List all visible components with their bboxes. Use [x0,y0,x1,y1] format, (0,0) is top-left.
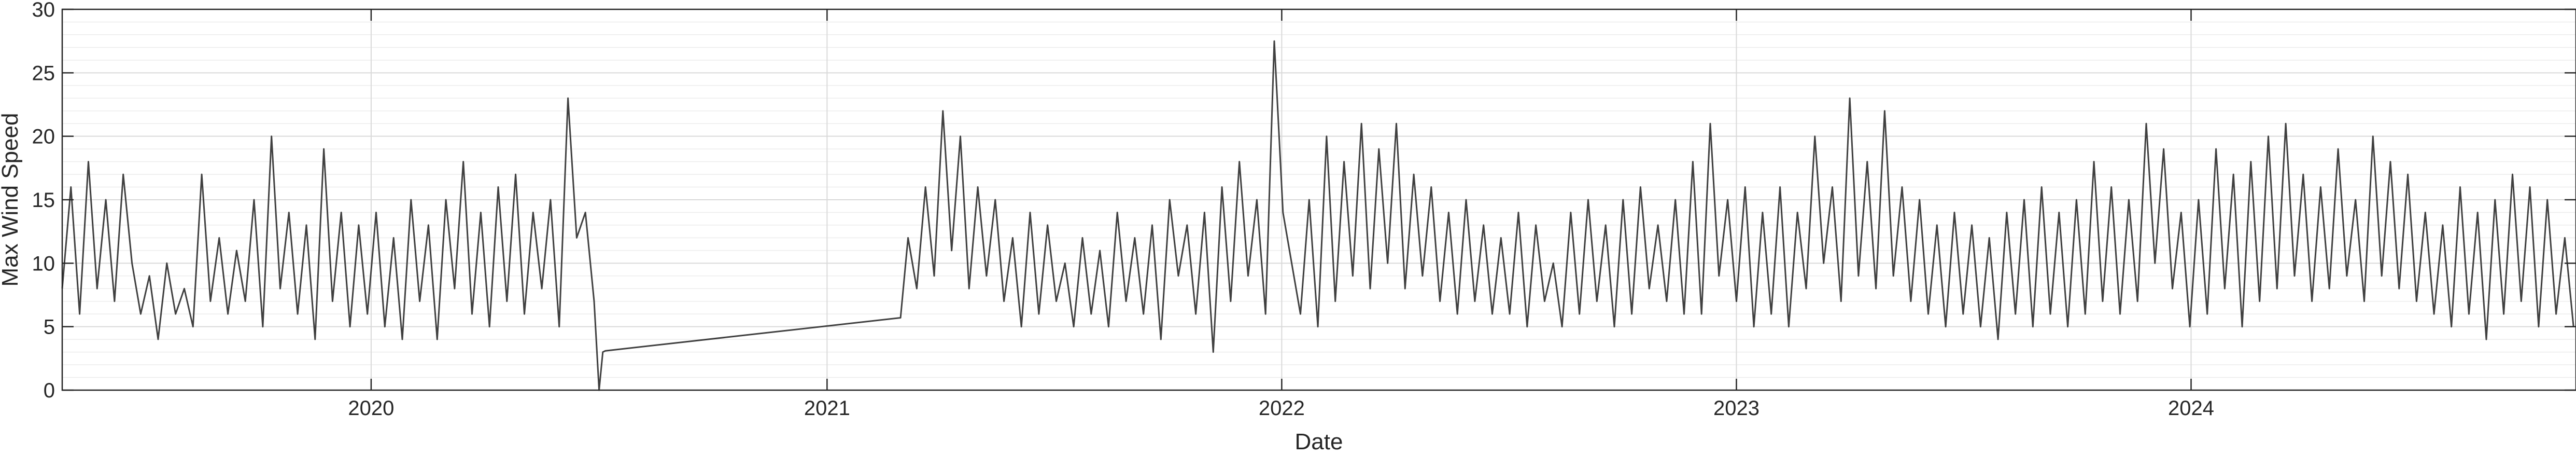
y-tick-labels: 0 5 10 15 20 25 30 [32,0,55,402]
y-tick-label: 15 [32,189,55,212]
x-tick-label: 2021 [804,397,850,420]
y-tick-label: 10 [32,252,55,275]
x-tick-label: 2024 [2168,397,2214,420]
x-tick-labels: 2020 2021 2022 2023 2024 [348,397,2214,420]
y-tick-label: 0 [44,379,55,402]
x-tick-label: 2020 [348,397,394,420]
x-axis-label: Date [1295,429,1343,454]
y-tick-label: 5 [44,316,55,339]
x-tick-label: 2023 [1713,397,1759,420]
wind-speed-series-line [61,40,2574,391]
y-tick-label: 25 [32,62,55,85]
y-tick-label: 30 [32,0,55,21]
y-tick-label: 20 [32,126,55,148]
x-tick-label: 2022 [1259,397,1305,420]
axis-ticks [62,8,2576,391]
y-axis-label: Max Wind Speed [0,113,23,286]
